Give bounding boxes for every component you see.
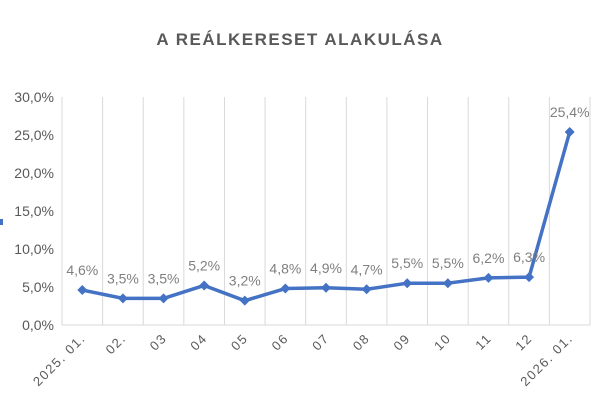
x-tick-label: 11 (472, 331, 494, 353)
data-point (564, 126, 575, 137)
edge-mark (0, 219, 3, 225)
data-point (158, 293, 169, 304)
data-label: 3,5% (107, 270, 139, 286)
x-tick-label: 2025. 01. (30, 331, 88, 389)
data-label: 5,2% (188, 257, 220, 273)
data-point (524, 272, 535, 283)
y-tick-label: 5,0% (22, 279, 54, 295)
data-label: 4,9% (310, 260, 342, 276)
x-tick-label: 06 (269, 331, 292, 354)
data-label: 6,3% (513, 249, 545, 265)
data-point (361, 284, 372, 295)
data-point (442, 278, 453, 289)
x-tick-label: 02. (102, 331, 129, 358)
data-label: 3,5% (148, 270, 180, 286)
x-tick-label: 08 (350, 331, 373, 354)
data-point (483, 272, 494, 283)
x-tick-label: 07 (309, 331, 332, 354)
x-tick-label: 03 (147, 331, 170, 354)
y-tick-label: 10,0% (14, 241, 54, 257)
data-point (199, 280, 210, 291)
x-tick-label: 10 (431, 331, 454, 354)
y-tick-label: 0,0% (22, 317, 54, 333)
data-label: 4,6% (66, 262, 98, 278)
data-label: 4,7% (351, 261, 383, 277)
data-point (239, 295, 250, 306)
y-tick-label: 15,0% (14, 203, 54, 219)
chart-title: A REÁLKERESET ALAKULÁSA (156, 30, 444, 49)
data-point (321, 282, 331, 293)
data-label: 5,5% (432, 255, 464, 271)
data-point (117, 293, 128, 304)
data-label: 6,2% (473, 250, 505, 266)
data-label: 3,2% (229, 273, 261, 289)
x-tick-label: 05 (228, 331, 251, 354)
data-label: 4,8% (269, 261, 301, 277)
y-tick-label: 30,0% (14, 89, 54, 105)
x-tick-label: 04 (187, 331, 210, 354)
x-tick-label: 12 (512, 331, 535, 354)
y-tick-label: 20,0% (14, 165, 54, 181)
y-tick-label: 25,0% (14, 127, 54, 143)
data-label: 25,4% (550, 104, 590, 120)
data-point (402, 278, 413, 289)
x-tick-label: 09 (390, 331, 413, 354)
data-point (280, 283, 291, 294)
data-label: 5,5% (391, 255, 423, 271)
data-point (77, 285, 88, 296)
